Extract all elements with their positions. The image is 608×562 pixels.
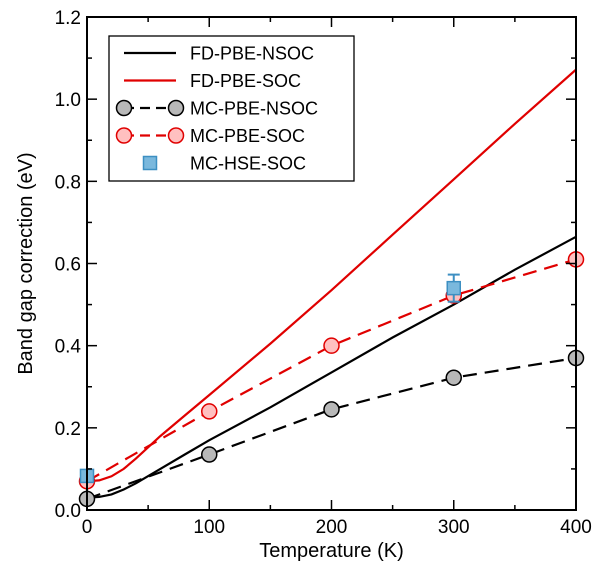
plot-area [78, 68, 585, 508]
y-tick-label: 1.0 [55, 90, 81, 111]
x-axis-title: Temperature (K) [259, 540, 404, 562]
x-tick-label: 0 [82, 517, 93, 538]
series-lines [87, 68, 576, 500]
series-line-fd-pbe-soc [87, 68, 576, 483]
y-tick-label: 0.4 [55, 337, 82, 358]
legend: FD-PBE-NSOC FD-PBE-SOC MC-PBE-NSOC MC-PBE-S… [108, 35, 355, 182]
legend-label-mc-pbe-nsoc: MC-PBE-NSOC [190, 99, 318, 119]
point-mc-hse-soc [446, 280, 461, 296]
legend-marker-mc-hse-soc [142, 155, 158, 171]
legend-label-fd-pbe-soc: FD-PBE-SOC [190, 71, 301, 91]
point-mc-pbe-nsoc [201, 446, 218, 463]
legend-marker-mc-pbe-soc [115, 127, 133, 144]
x-tick-label: 200 [316, 517, 348, 538]
y-tick-label: 0.2 [55, 419, 81, 440]
point-mc-pbe-soc [323, 337, 340, 354]
legend-label-fd-pbe-nsoc: FD-PBE-NSOC [190, 44, 314, 64]
series-line-mc-pbe-soc [87, 258, 576, 483]
axes: 0 100 200 300 400 0.0 0.2 0.4 0.6 0.8 1.0 1.2 [55, 8, 592, 538]
series-line-fd-pbe-nsoc [87, 235, 576, 499]
legend-marker-mc-pbe-soc [167, 127, 185, 144]
x-tick-label: 400 [560, 517, 592, 538]
legend-label-mc-hse-soc: MC-HSE-SOC [190, 154, 306, 174]
series-line-mc-pbe-nsoc [87, 356, 576, 500]
x-tick-label: 100 [193, 517, 225, 538]
point-mc-pbe-nsoc [323, 401, 340, 418]
y-axis-title: Band gap correction (eV) [15, 152, 37, 374]
y-tick-label: 0.6 [55, 255, 81, 276]
y-tick-label: 0.0 [55, 501, 81, 522]
point-mc-pbe-nsoc [445, 369, 462, 386]
legend-marker-mc-pbe-nsoc [167, 99, 185, 117]
x-tick-label: 300 [438, 517, 470, 538]
point-mc-pbe-soc [201, 403, 218, 420]
y-tick-label: 0.8 [55, 172, 81, 193]
y-tick-label: 1.2 [55, 8, 81, 29]
legend-label-mc-pbe-soc: MC-PBE-SOC [190, 126, 305, 146]
legend-marker-mc-pbe-nsoc [115, 99, 133, 117]
